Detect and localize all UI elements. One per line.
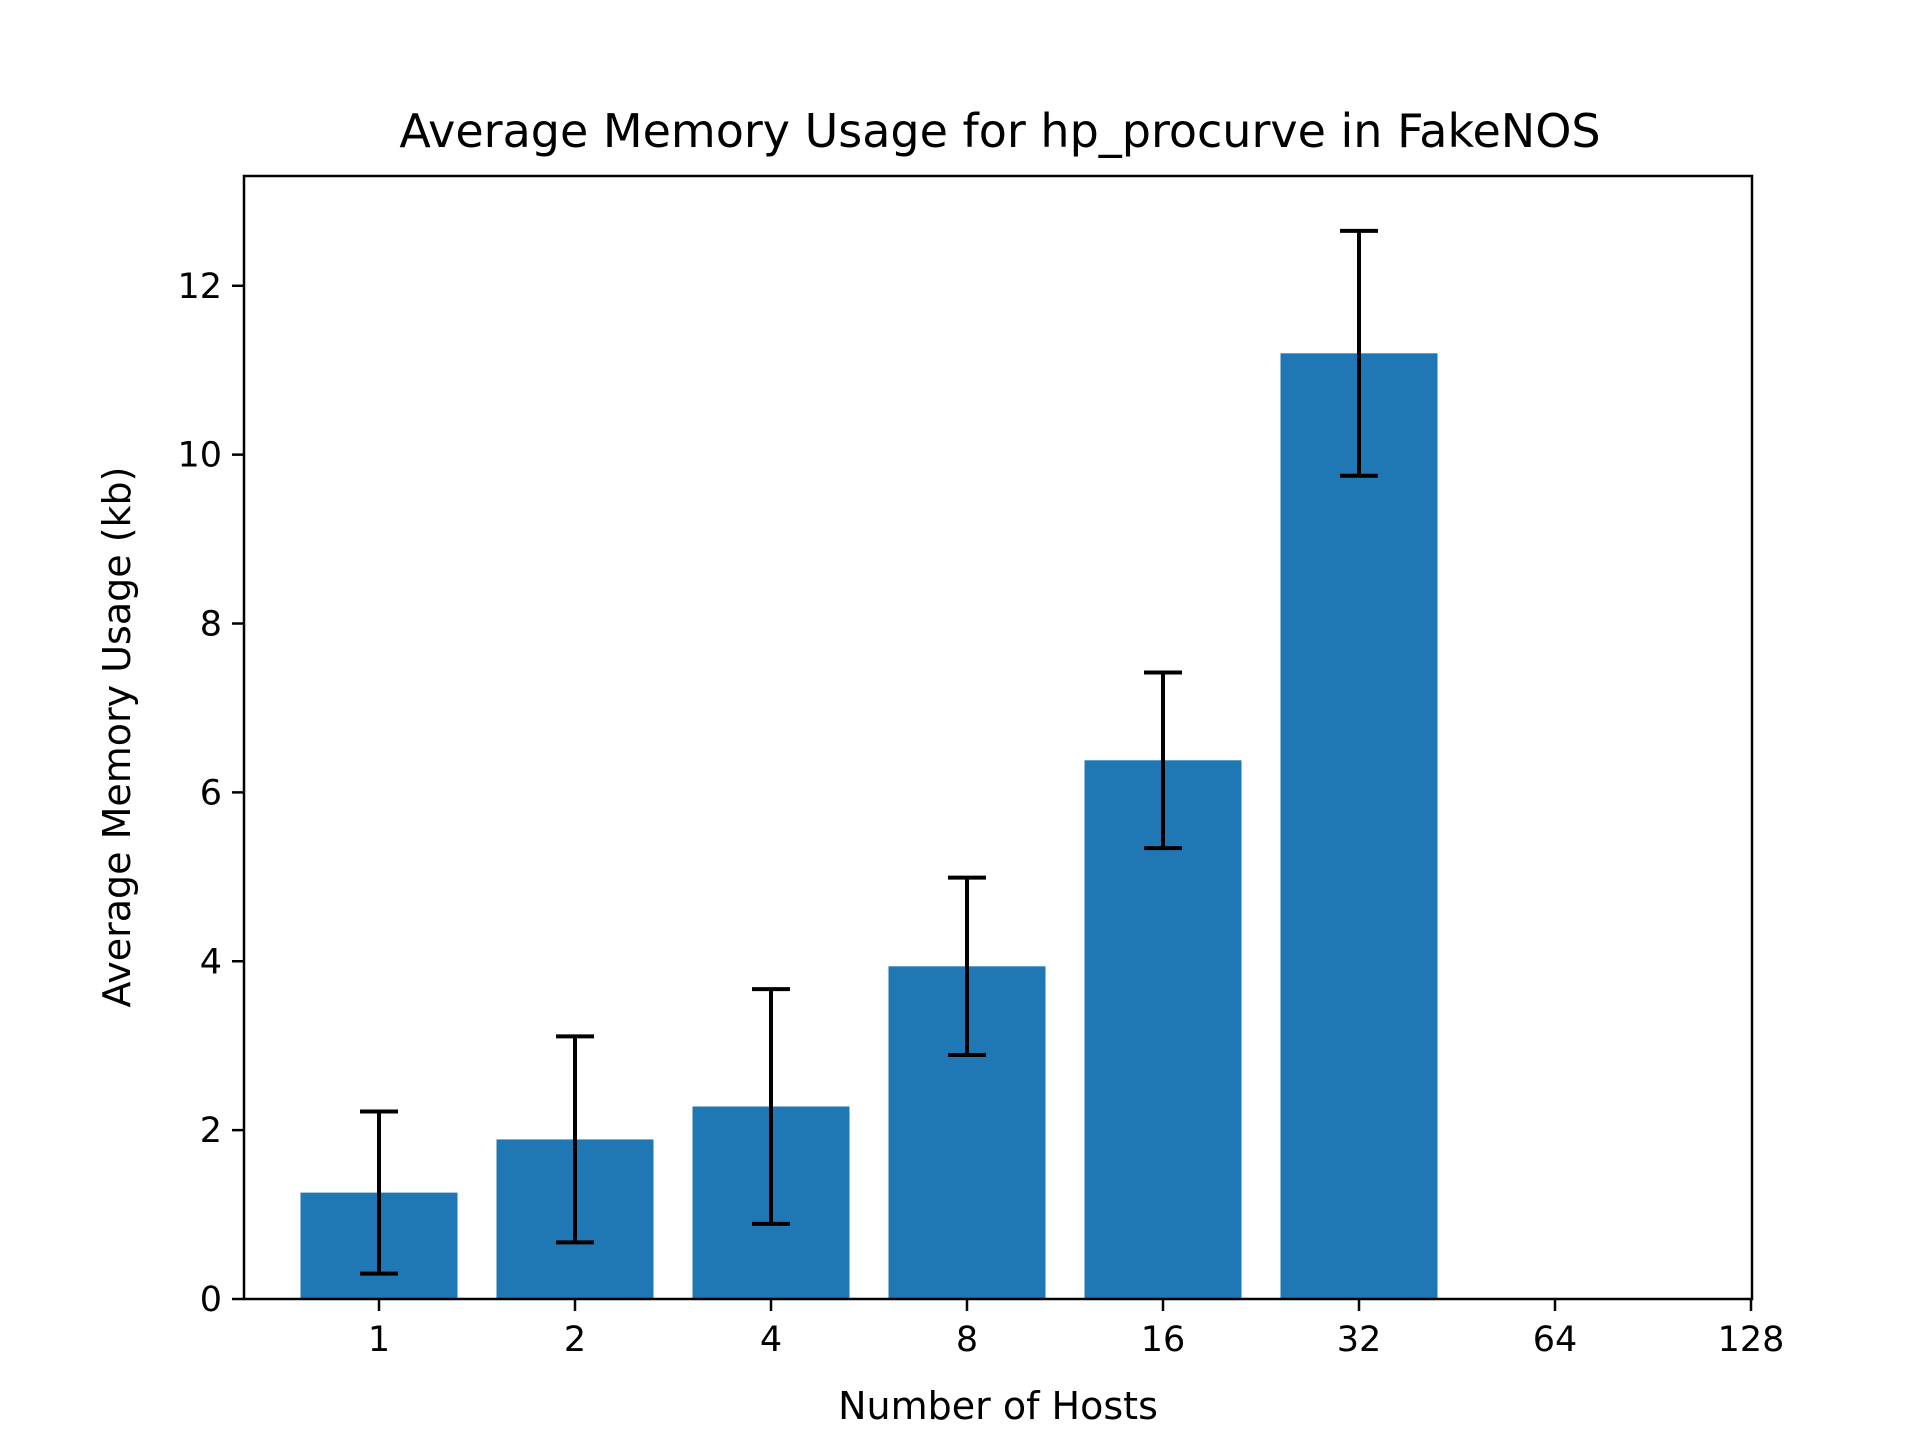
error-bar-32	[1340, 228, 1378, 478]
y-tick-label-6: 6	[200, 773, 222, 813]
x-tick-label-16: 16	[1141, 1320, 1186, 1360]
y-axis-ticks: 0 2 4 6 8 10 12	[177, 267, 244, 1320]
y-tick-label-8: 8	[200, 605, 222, 645]
bar-32	[1280, 353, 1438, 1299]
x-tick-label-64: 64	[1533, 1320, 1578, 1360]
error-bars-group	[360, 228, 1378, 1276]
x-tick-label-2: 2	[564, 1320, 586, 1360]
y-tick-label-4: 4	[200, 942, 222, 982]
y-tick-label-0: 0	[200, 1280, 222, 1320]
y-tick-label-10: 10	[177, 436, 222, 476]
error-bar-8	[948, 875, 986, 1057]
x-axis-label: Number of Hosts	[838, 1384, 1158, 1428]
error-bar-2	[556, 1034, 594, 1245]
x-tick-label-4: 4	[760, 1320, 782, 1360]
x-tick-label-32: 32	[1337, 1320, 1382, 1360]
x-axis-ticks: 1 2 4 8 16 32 64 128	[368, 1299, 1785, 1360]
error-bar-16	[1144, 670, 1182, 851]
chart-title: Average Memory Usage for hp_procurve in …	[399, 104, 1600, 158]
x-tick-label-128: 128	[1718, 1320, 1785, 1360]
x-tick-label-1: 1	[368, 1320, 390, 1360]
x-tick-label-8: 8	[956, 1320, 978, 1360]
bars-group	[300, 353, 1438, 1299]
y-tick-label-2: 2	[200, 1111, 222, 1151]
y-axis-label: Average Memory Usage (kb)	[95, 467, 139, 1008]
y-tick-label-12: 12	[177, 267, 222, 307]
error-bar-4	[752, 987, 790, 1226]
error-bar-1	[360, 1109, 398, 1276]
plot-frame	[242, 174, 1754, 1301]
